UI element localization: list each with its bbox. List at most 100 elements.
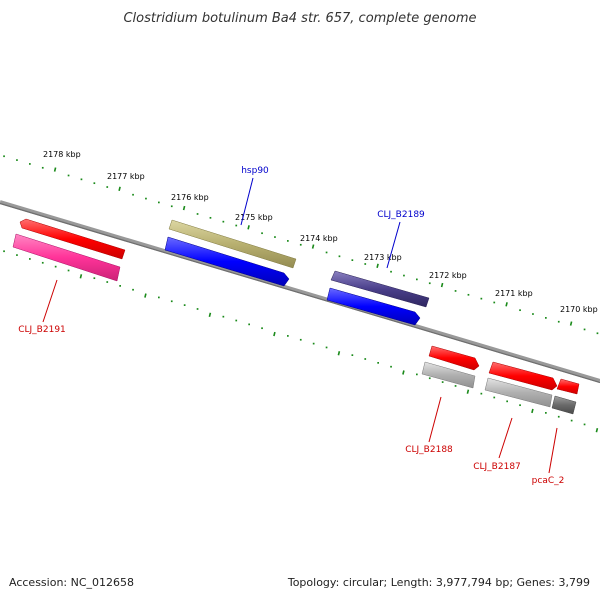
major-tick — [208, 312, 212, 317]
tick-label-2170: 2170 kbp — [560, 305, 598, 314]
major-tick — [118, 186, 121, 192]
leader-clj-b2189 — [386, 221, 401, 269]
minor-tick — [29, 163, 31, 165]
minor-tick — [170, 300, 173, 303]
outer-tick-ring — [3, 155, 599, 335]
minor-tick — [493, 396, 496, 399]
gene-feature-forward-red-right[interactable] — [428, 345, 480, 371]
gene-label-clj-b2191[interactable]: CLJ_B2191 — [18, 325, 66, 335]
tick-label-2172: 2172 kbp — [429, 271, 467, 280]
genome-backbone-shade — [0, 202, 600, 384]
minor-tick — [16, 254, 18, 256]
gene-feature-forward-red[interactable] — [19, 218, 126, 260]
major-tick — [376, 263, 379, 268]
minor-tick — [390, 365, 392, 368]
major-tick — [505, 302, 508, 307]
gene-label-hsp90[interactable]: hsp90 — [241, 166, 269, 176]
gene-label-clj-b2188[interactable]: CLJ_B2188 — [405, 445, 453, 455]
minor-tick — [287, 335, 289, 337]
minor-tick — [338, 255, 341, 258]
major-tick — [79, 274, 83, 279]
gene-label-clj-b2187[interactable]: CLJ_B2187 — [473, 462, 521, 472]
gene-feature-blue-1[interactable] — [164, 236, 290, 287]
major-tick — [337, 351, 341, 356]
minor-tick — [454, 385, 457, 387]
leader-clj-b2188 — [428, 396, 442, 443]
minor-tick — [106, 281, 109, 283]
major-tick — [466, 389, 470, 394]
minor-tick — [287, 240, 289, 242]
gene-feature-clj-b2189[interactable] — [330, 270, 430, 308]
inner-tick-ring — [3, 250, 599, 433]
major-tick — [440, 282, 444, 288]
minor-tick — [545, 412, 547, 414]
minor-tick — [80, 178, 83, 181]
minor-tick — [351, 354, 354, 357]
gene-feature-blue-2[interactable] — [326, 287, 421, 326]
minor-tick — [93, 277, 96, 280]
tick-label-2173: 2173 kbp — [364, 253, 402, 262]
gene-feature-clj-b2187[interactable] — [484, 377, 553, 408]
gene-feature-hsp90[interactable] — [168, 219, 297, 269]
minor-tick — [364, 263, 367, 265]
genome-summary-text: Topology: circular; Length: 3,977,794 bp… — [287, 576, 590, 589]
minor-tick — [428, 282, 431, 285]
minor-tick — [132, 288, 134, 291]
minor-tick — [29, 258, 31, 260]
minor-tick — [261, 232, 263, 235]
minor-tick — [222, 220, 225, 223]
minor-tick — [106, 186, 109, 188]
minor-tick — [519, 309, 521, 312]
minor-tick — [532, 313, 534, 315]
major-tick — [311, 244, 315, 249]
tick-label-2171: 2171 kbp — [495, 289, 533, 298]
tick-label-2175: 2175 kbp — [235, 213, 273, 222]
minor-tick — [557, 415, 560, 418]
major-tick — [273, 331, 276, 337]
minor-tick — [519, 404, 521, 407]
gene-label-clj-b2189[interactable]: CLJ_B2189 — [377, 210, 425, 220]
minor-tick — [416, 278, 418, 281]
gene-feature-pcac-2[interactable] — [551, 395, 577, 415]
minor-tick — [132, 193, 134, 196]
minor-tick — [16, 159, 18, 161]
gene-feature-clj-b2187-forward[interactable] — [488, 361, 558, 391]
gene-feature-clj-b2188[interactable] — [421, 361, 476, 389]
leader-pcac-2 — [548, 427, 558, 474]
minor-tick — [274, 236, 276, 238]
leader-hsp90 — [240, 177, 254, 226]
minor-tick — [299, 243, 302, 246]
major-tick — [144, 293, 147, 298]
minor-tick — [67, 269, 70, 272]
label-leaders — [42, 177, 558, 474]
leader-clj-b2187 — [498, 417, 513, 459]
major-tick — [402, 370, 405, 375]
minor-tick — [467, 293, 470, 296]
minor-tick — [170, 205, 173, 208]
leader-clj-b2191 — [42, 279, 58, 323]
gene-feature-pcac-2-forward[interactable] — [556, 378, 580, 395]
minor-tick — [235, 319, 238, 322]
gene-label-pcac-2[interactable]: pcaC_2 — [532, 476, 565, 486]
minor-tick — [3, 250, 5, 253]
minor-tick — [248, 323, 250, 326]
gene-feature-clj-b2191[interactable] — [12, 233, 121, 282]
major-tick — [247, 225, 250, 230]
genome-backbone — [0, 200, 600, 383]
tick-labels: 2178 kbp 2177 kbp 2176 kbp 2175 kbp 2174… — [43, 150, 598, 314]
major-tick — [182, 205, 186, 211]
minor-tick — [93, 182, 96, 185]
minor-tick — [583, 328, 586, 331]
minor-tick — [545, 317, 547, 319]
minor-tick — [261, 327, 263, 330]
minor-tick — [441, 381, 444, 383]
minor-tick — [41, 261, 44, 264]
minor-tick — [557, 320, 560, 323]
major-tick — [569, 321, 573, 326]
minor-tick — [493, 301, 496, 304]
minor-tick — [325, 346, 328, 349]
minor-tick — [480, 392, 483, 395]
minor-tick — [364, 358, 367, 360]
minor-tick — [145, 197, 147, 200]
